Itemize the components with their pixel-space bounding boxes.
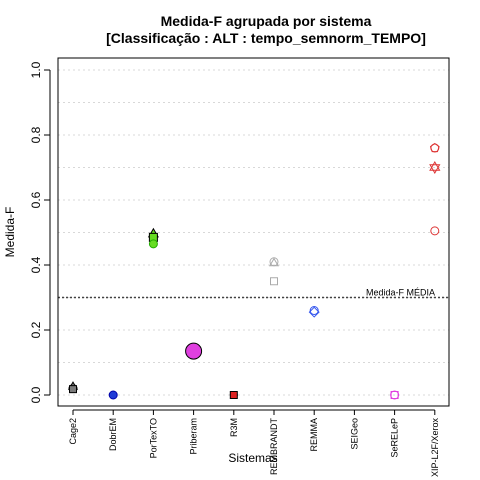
x-tick-label: REMMA [309,418,319,452]
plot-frame [57,57,450,407]
x-tick-label: XIP-L2F/Xerox [430,418,440,478]
data-point [429,164,441,175]
y-tick-label: 0.8 [29,126,43,143]
x-axis: Cage2 DobrEM PorTexTO Priberam R3M REMBRANDT R… [68,409,440,478]
x-tick-label: R3M [229,418,239,437]
x-tick-label: SEIGeo [349,418,359,450]
data-point [390,391,399,399]
reference-line-group: Medida-F MÉDIA [58,288,449,299]
x-tick-label: Cage2 [68,418,78,445]
y-tick-label: 0.0 [29,386,43,403]
y-tick-label: 0.4 [29,256,43,273]
x-tick-label: DobrEM [108,418,118,451]
chart-title: Medida-F agrupada por sistema [161,13,372,29]
x-tick-label: Priberam [189,418,199,455]
y-axis: 0.0 0.2 0.4 0.6 0.8 1.0 [29,61,51,403]
data-point [229,391,238,399]
chart-subtitle: [Classificação : ALT : tempo_semnorm_TEM… [106,30,426,46]
grid-lines [58,69,449,396]
x-tick-label: SeRELeP [390,418,400,458]
data-point [308,306,320,318]
reference-line-label: Medida-F MÉDIA [366,288,435,298]
data-point [309,306,319,315]
x-axis-label: Sistemas [228,451,277,465]
data-point [108,390,118,400]
data-point [268,257,280,267]
data-point [69,385,77,394]
x-tick-label: REMBRANDT [269,418,279,476]
data-point [430,226,440,236]
y-axis-label: Medida-F [3,207,17,258]
y-tick-label: 1.0 [29,61,43,78]
data-point [185,342,203,360]
x-tick-label: PorTexTO [148,418,158,458]
y-tick-label: 0.6 [29,191,43,208]
y-tick-label: 0.2 [29,321,43,338]
data-point [429,160,441,171]
data-point [429,142,440,153]
data-point [270,277,278,286]
data-points [67,142,441,400]
data-point [148,239,158,249]
